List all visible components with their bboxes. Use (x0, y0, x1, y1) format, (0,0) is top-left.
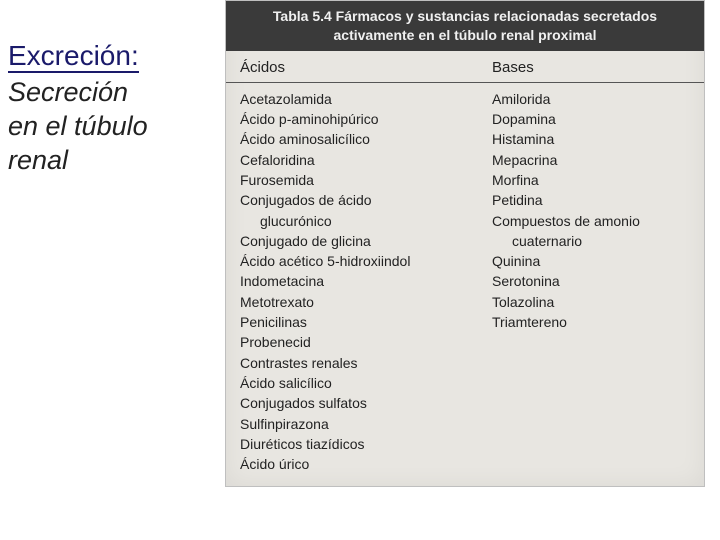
acid-row: Cefaloridina (240, 150, 492, 170)
base-row: cuaternario (492, 231, 690, 251)
base-row: Triamtereno (492, 312, 690, 332)
acid-row: Penicilinas (240, 312, 492, 332)
acid-row: Furosemida (240, 170, 492, 190)
base-row: Amilorida (492, 89, 690, 109)
column-headers: Ácidos Bases (226, 51, 704, 83)
table-title-line-2: activamente en el túbulo renal proximal (238, 26, 692, 45)
table-title: Tabla 5.4 Fármacos y sustancias relacion… (226, 1, 704, 51)
title-line-2: Secreción (8, 76, 218, 110)
acid-row: Metotrexato (240, 292, 492, 312)
acid-row: Ácido acético 5-hidroxiindol (240, 251, 492, 271)
base-row: Mepacrina (492, 150, 690, 170)
acid-row: Conjugados de ácido (240, 190, 492, 210)
acid-row: Ácido úrico (240, 454, 492, 474)
table-container: Tabla 5.4 Fármacos y sustancias relacion… (225, 0, 705, 487)
base-row: Petidina (492, 190, 690, 210)
table-body: AcetazolamidaÁcido p-aminohipúricoÁcido … (226, 83, 704, 487)
title-line-1: Excreción: (8, 40, 139, 73)
bases-column: AmiloridaDopaminaHistaminaMepacrinaMorfi… (492, 89, 690, 475)
base-row: Quinina (492, 251, 690, 271)
column-header-acids: Ácidos (240, 59, 492, 76)
acid-row: Conjugados sulfatos (240, 393, 492, 413)
acid-row: Conjugado de glicina (240, 231, 492, 251)
acid-row: Diuréticos tiazídicos (240, 434, 492, 454)
title-line-4: renal (8, 144, 218, 178)
acid-row: Ácido p-aminohipúrico (240, 109, 492, 129)
base-row: Histamina (492, 129, 690, 149)
base-row: Tolazolina (492, 292, 690, 312)
acid-row: Probenecid (240, 332, 492, 352)
acid-row: Indometacina (240, 271, 492, 291)
slide-title: Excreción: Secreción en el túbulo renal (8, 40, 218, 177)
base-row: Morfina (492, 170, 690, 190)
acid-row: Acetazolamida (240, 89, 492, 109)
acids-column: AcetazolamidaÁcido p-aminohipúricoÁcido … (240, 89, 492, 475)
acid-row: Ácido salicílico (240, 373, 492, 393)
title-line-3: en el túbulo (8, 110, 218, 144)
base-row: Dopamina (492, 109, 690, 129)
acid-row: Sulfinpirazona (240, 414, 492, 434)
table-title-line-1: Tabla 5.4 Fármacos y sustancias relacion… (238, 7, 692, 26)
base-row: Serotonina (492, 271, 690, 291)
acid-row: glucurónico (240, 211, 492, 231)
title-subtitle: Secreción en el túbulo renal (8, 76, 218, 177)
acid-row: Ácido aminosalicílico (240, 129, 492, 149)
base-row: Compuestos de amonio (492, 211, 690, 231)
acid-row: Contrastes renales (240, 353, 492, 373)
column-header-bases: Bases (492, 59, 690, 76)
